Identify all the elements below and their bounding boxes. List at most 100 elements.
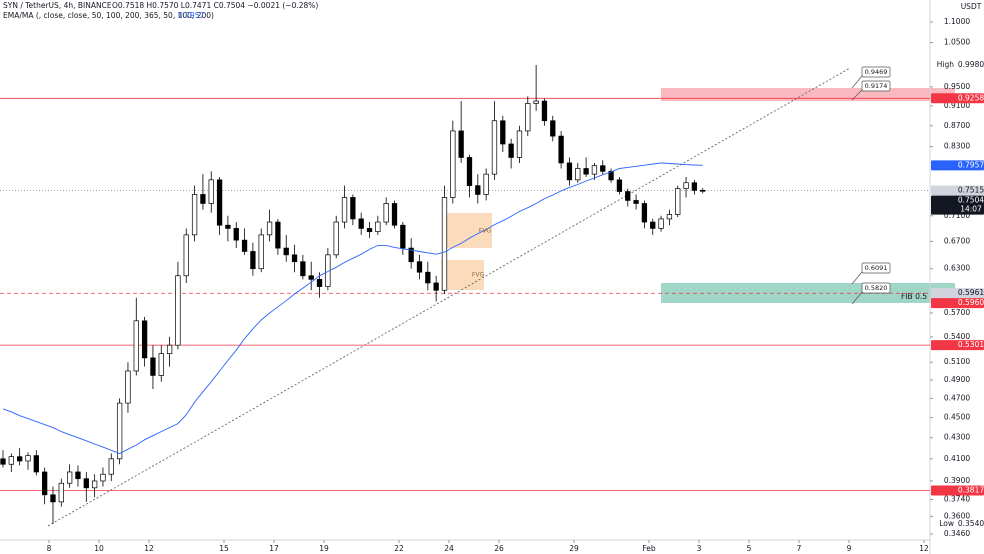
candle-body — [58, 482, 64, 503]
y-tick-label: 0.3460 — [944, 529, 970, 538]
candle-body — [566, 162, 573, 181]
candle-body — [408, 247, 414, 263]
candle-body — [608, 170, 614, 181]
candle-body — [50, 494, 56, 503]
candle-body — [541, 100, 548, 122]
y-tick-label: 1.1000 — [944, 17, 970, 26]
callout-pointer — [851, 89, 863, 101]
candle-body — [375, 221, 381, 232]
candle-body — [650, 221, 656, 229]
x-tick-label: 3 — [697, 544, 702, 553]
candle-body — [691, 182, 698, 191]
x-tick-label: 24 — [444, 544, 454, 553]
x-tick-label: 15 — [219, 544, 229, 553]
candle-body — [341, 197, 348, 223]
candle-body — [75, 471, 81, 480]
candle-body — [416, 261, 423, 273]
y-tick-label: 0.3900 — [944, 476, 970, 485]
indicator-value: 0.7957 — [178, 11, 204, 20]
price-badge — [931, 298, 984, 309]
candle-body — [33, 455, 39, 473]
candle-body — [425, 271, 431, 284]
y-tick-label: 0.3740 — [944, 495, 970, 504]
price-badge — [931, 340, 984, 351]
candle-body — [316, 278, 323, 287]
candle-body — [116, 402, 123, 460]
candle-body — [491, 120, 498, 175]
x-tick-label: 17 — [269, 544, 279, 553]
price-badge-label: 0.7515 — [958, 186, 984, 195]
candle-body — [450, 130, 456, 198]
candle-body — [66, 471, 73, 484]
candle-body — [383, 203, 389, 223]
candle-body — [525, 103, 531, 132]
candle-body — [358, 218, 364, 229]
callout-label: 0.9174 — [865, 82, 888, 90]
x-tick-label: 26 — [494, 544, 504, 553]
high-label: High — [937, 60, 954, 69]
candle-body — [200, 194, 206, 204]
candle-body — [8, 456, 14, 465]
candle-body — [300, 261, 306, 277]
candle-body — [508, 143, 514, 158]
price-badge-label: 0.5301 — [958, 340, 984, 349]
x-tick-label: 10 — [94, 544, 104, 553]
callout-label: 0.5820 — [865, 284, 888, 292]
candle-body — [0, 458, 6, 465]
y-tick-label: 0.6300 — [944, 264, 970, 273]
fib-label: FIB 0.5 — [901, 292, 927, 301]
x-tick-label: 8 — [47, 544, 52, 553]
currency: USDT — [961, 2, 982, 11]
y-tick-label: 0.9500 — [944, 82, 970, 91]
candle-body — [166, 344, 173, 354]
price-badge — [931, 160, 984, 171]
ohlc-readout: O0.7518 H0.7570 L0.7471 C0.7504 −0.0021 … — [112, 1, 318, 10]
x-tick-label: 29 — [569, 544, 579, 553]
candle-body — [91, 480, 98, 489]
callout-box — [861, 80, 891, 92]
price-badge-label: 0.5960 — [958, 298, 984, 307]
y-tick-label: 0.4100 — [944, 454, 970, 463]
candle-body — [625, 191, 631, 201]
price-badge-label: 0.3817 — [958, 485, 984, 494]
candle-body — [350, 197, 356, 220]
candle-body — [366, 228, 373, 232]
candle-body — [516, 130, 523, 158]
candle-body — [250, 251, 256, 270]
candle-body — [291, 254, 298, 263]
candle-body — [266, 221, 273, 236]
price-badge-label: 0.5961 — [958, 288, 984, 297]
candle-body — [633, 200, 639, 204]
supply-zone — [661, 88, 955, 101]
ema-line — [2, 162, 703, 454]
candle-body — [17, 456, 23, 462]
y-tick-label: 0.4900 — [944, 375, 970, 384]
candle-body — [233, 228, 239, 241]
callout-label: 0.6091 — [865, 264, 888, 272]
candle-body — [550, 120, 556, 137]
callout-pointer — [851, 271, 863, 285]
y-tick-label: 0.9100 — [944, 101, 970, 110]
candle-body — [150, 357, 156, 376]
candle-body — [241, 239, 248, 252]
x-tick-label: 22 — [394, 544, 404, 553]
candle-body — [283, 247, 289, 256]
callout-pointer — [851, 291, 863, 305]
candle-body — [391, 203, 398, 226]
price-badge — [931, 185, 984, 196]
candle-body — [25, 455, 31, 462]
candle-body — [333, 221, 339, 256]
candle-body — [600, 165, 606, 172]
callout-label: 0.9469 — [865, 68, 888, 76]
candle-body — [208, 179, 214, 204]
price-badge-label: 0.7957 — [958, 160, 984, 169]
callout-box — [861, 282, 891, 294]
candle-body — [683, 182, 689, 189]
candle-body — [133, 320, 139, 372]
x-tick-label: 7 — [797, 544, 802, 553]
y-tick-label: 0.4700 — [944, 393, 970, 402]
candle-body — [616, 179, 623, 192]
y-tick-label: 1.0500 — [944, 38, 970, 47]
y-tick-label: 0.5100 — [944, 357, 970, 366]
